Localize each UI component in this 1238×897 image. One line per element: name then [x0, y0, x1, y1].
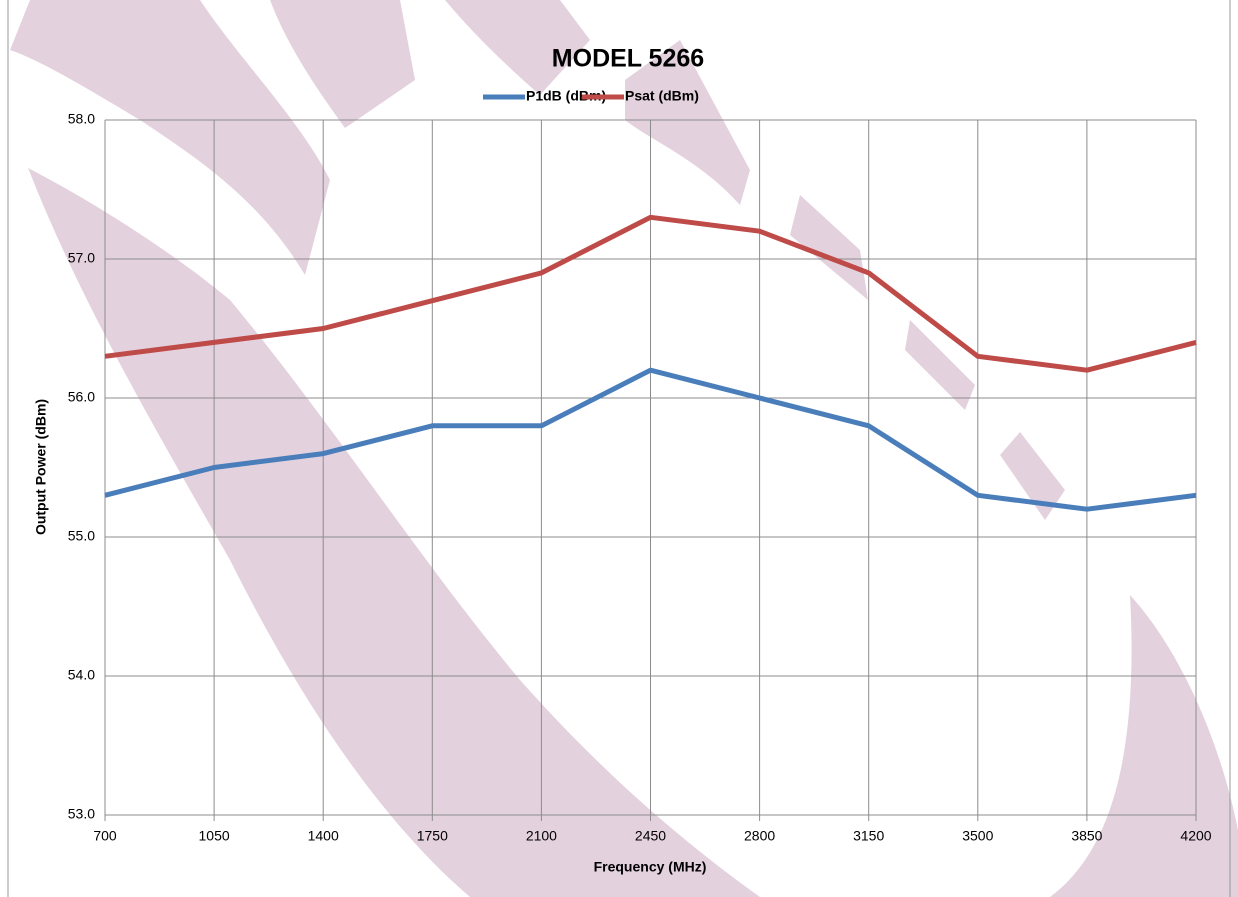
y-tick-label: 53.0: [68, 806, 95, 822]
y-axis-label: Output Power (dBm): [33, 399, 49, 535]
x-tick-label: 3850: [1071, 828, 1102, 844]
chart-title: MODEL 5266: [552, 45, 704, 73]
y-tick-label: 56.0: [68, 389, 95, 405]
legend-label: Psat (dBm): [625, 88, 699, 104]
x-tick-label: 1400: [308, 828, 339, 844]
x-tick-label: 2100: [526, 828, 557, 844]
x-tick-label: 700: [93, 828, 117, 844]
watermark: [10, 0, 1238, 897]
y-tick-label: 55.0: [68, 528, 95, 544]
chart: MODEL 5266 Frequency (MHz) Output Power …: [0, 0, 1238, 897]
x-tick-label: 2800: [744, 828, 775, 844]
x-axis-label: Frequency (MHz): [594, 859, 707, 875]
x-tick-label: 4200: [1180, 828, 1211, 844]
x-tick-label: 3150: [853, 828, 884, 844]
x-tick-label: 1750: [417, 828, 448, 844]
y-tick-label: 57.0: [68, 250, 95, 266]
x-tick-label: 3500: [962, 828, 993, 844]
y-tick-label: 54.0: [68, 667, 95, 683]
x-tick-label: 2450: [635, 828, 666, 844]
y-tick-label: 58.0: [68, 111, 95, 127]
x-tick-label: 1050: [199, 828, 230, 844]
